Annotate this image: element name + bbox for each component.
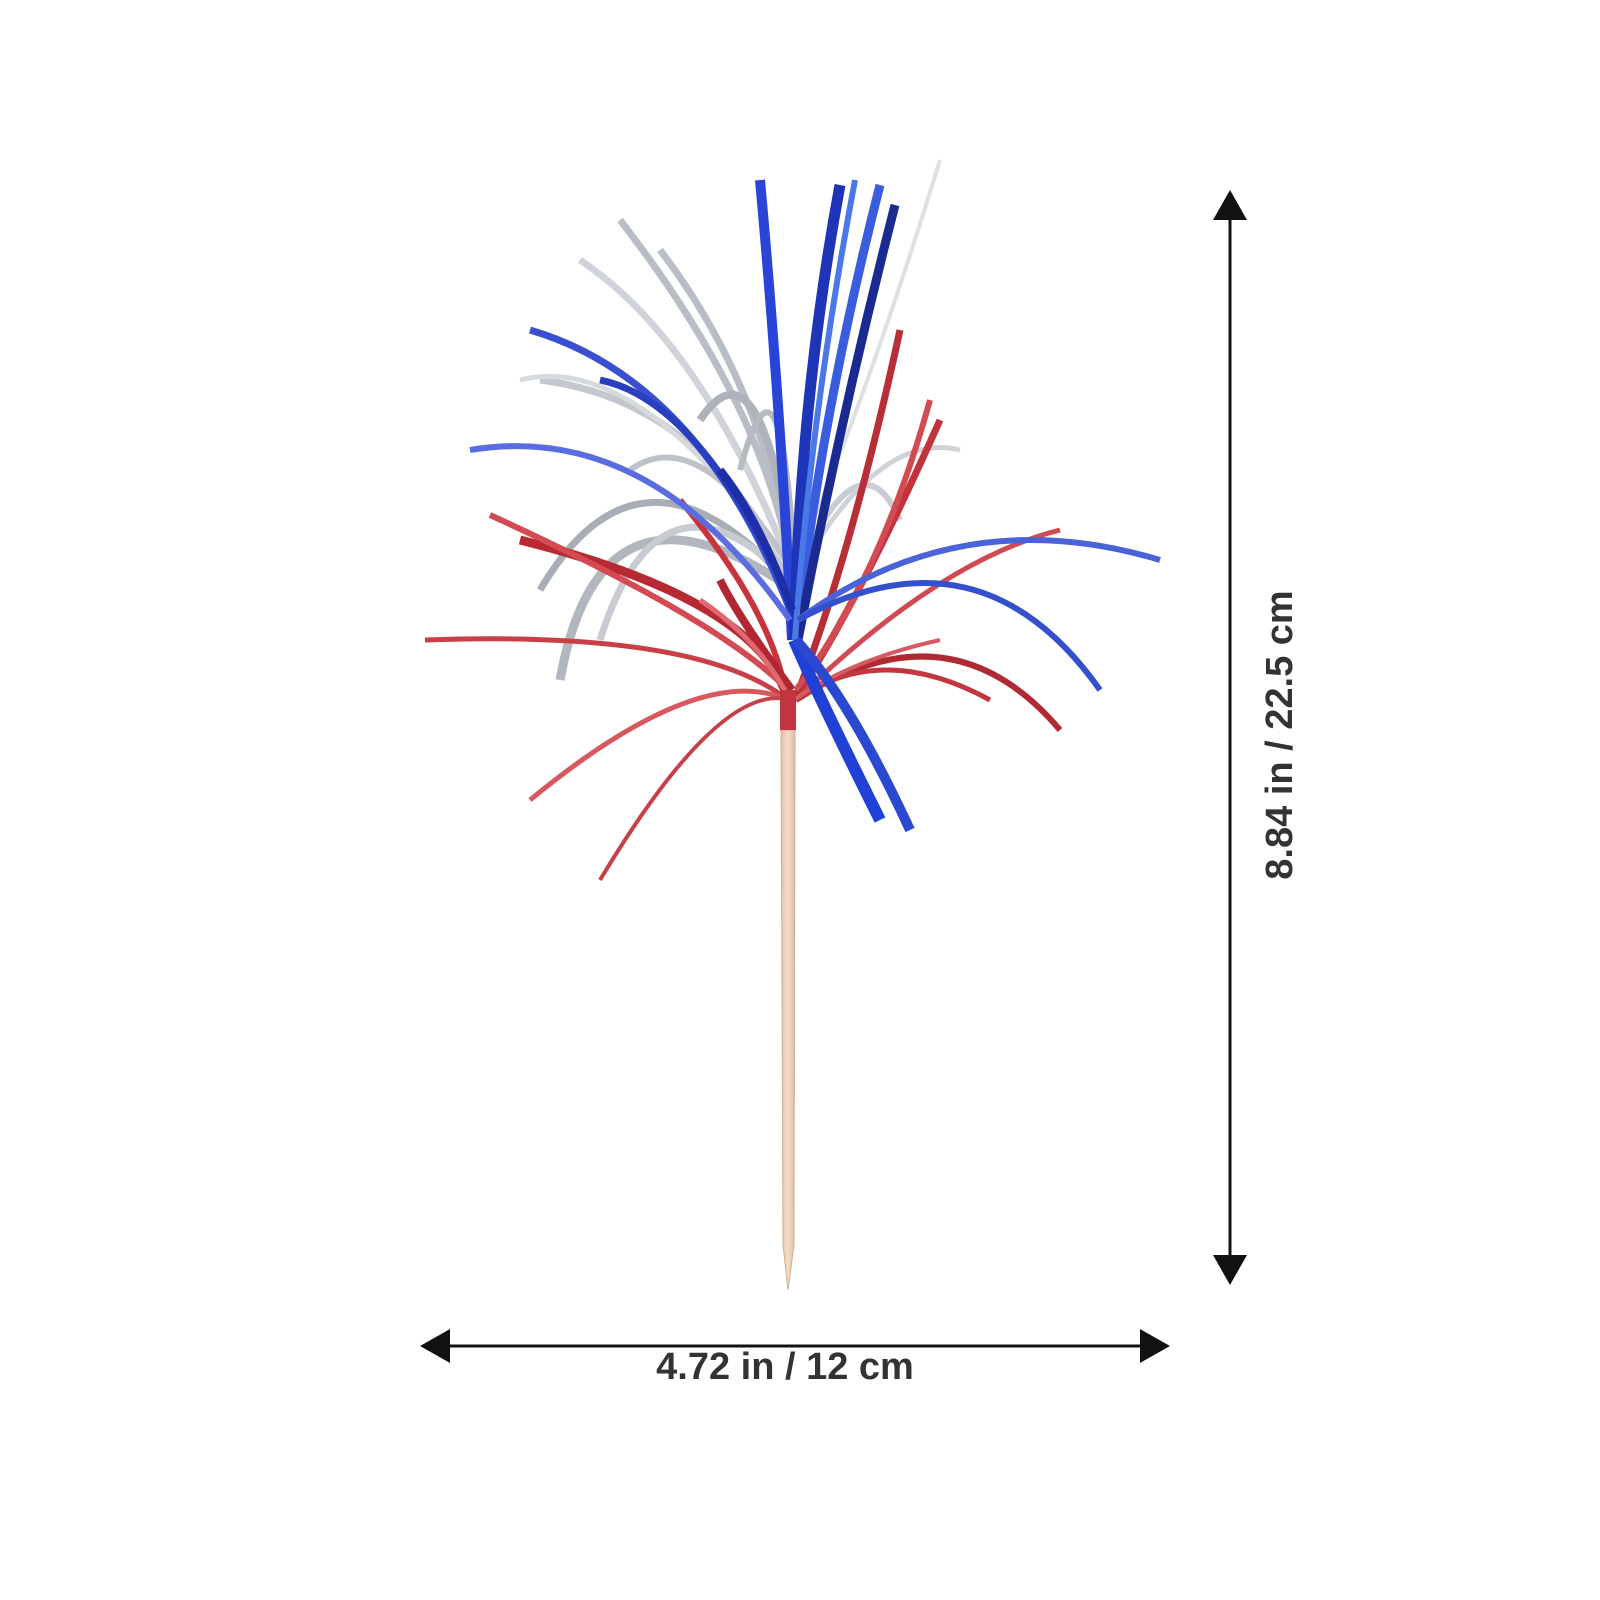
- height-dimension-arrow: [1213, 190, 1247, 1285]
- tinsel-burst: [424, 159, 1161, 882]
- width-dimension-arrow: [420, 1329, 1170, 1363]
- wooden-stick: [780, 729, 796, 1291]
- width-dimension-label: 4.72 in / 12 cm: [656, 1346, 914, 1388]
- silver-tinsel: [519, 159, 961, 681]
- blue-tinsel: [469, 179, 1161, 833]
- height-dimension-label: 8.84 in / 22.5 cm: [1259, 590, 1301, 880]
- tinsel-binding: [780, 690, 796, 730]
